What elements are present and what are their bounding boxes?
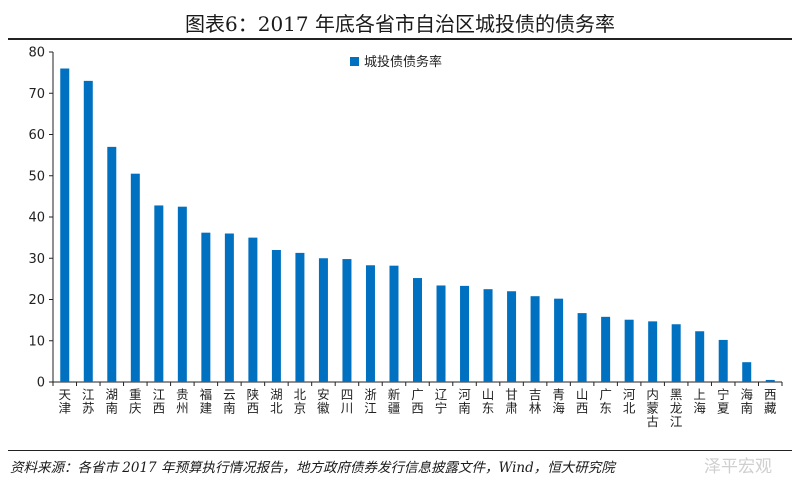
x-tick-label-新疆: 新疆 <box>388 387 401 416</box>
bar-广西 <box>413 278 422 382</box>
bar-河北 <box>624 319 634 382</box>
x-tick-label-辽宁: 辽宁 <box>435 387 448 416</box>
legend-label: 城投债债务率 <box>364 54 442 70</box>
y-tick-label: 0 <box>37 376 45 391</box>
x-tick-label-山东: 山东 <box>482 387 495 416</box>
bar-贵州 <box>177 206 187 382</box>
x-tick-label-福建: 福建 <box>200 387 213 416</box>
bar-江苏 <box>83 80 93 382</box>
x-tick-label-内蒙古: 内蒙古 <box>646 387 659 429</box>
chart-title: 图表6：2017 年底各省市自治区城投债的债务率 <box>185 12 615 36</box>
bar-湖北 <box>271 250 281 382</box>
y-tick-label: 10 <box>28 334 45 349</box>
x-tick-label-吉林: 吉林 <box>529 387 542 416</box>
x-tick-label-江西: 江西 <box>153 387 166 416</box>
x-tick-label-湖北: 湖北 <box>270 387 283 416</box>
x-tick-label-重庆: 重庆 <box>129 387 142 416</box>
x-tick-label-浙江: 浙江 <box>364 387 377 416</box>
bar-宁夏 <box>718 339 728 382</box>
x-tick-label-天津: 天津 <box>59 387 72 416</box>
source-note: 资料来源：各省市 2017 年预算执行情况报告，地方政府债券发行信息披露文件，W… <box>10 460 615 476</box>
x-tick-label-江苏: 江苏 <box>82 387 95 416</box>
x-tick-label-四川: 四川 <box>341 387 354 416</box>
bar-辽宁 <box>436 285 446 382</box>
x-tick-label-山西: 山西 <box>576 387 589 416</box>
bar-安徽 <box>318 258 328 382</box>
x-tick-label-广东: 广东 <box>599 387 612 416</box>
y-tick-label: 20 <box>28 293 45 308</box>
x-tick-label-黑龙江: 黑龙江 <box>670 387 683 429</box>
bar-新疆 <box>389 265 399 382</box>
x-tick-label-河南: 河南 <box>458 387 471 416</box>
x-tick-label-北京: 北京 <box>294 387 307 416</box>
bar-云南 <box>224 233 234 382</box>
footer-divider <box>8 450 792 451</box>
bar-四川 <box>342 259 352 382</box>
y-tick-label: 80 <box>28 46 45 61</box>
bar-天津 <box>60 68 70 382</box>
bar-北京 <box>295 252 305 382</box>
bar-浙江 <box>365 265 375 382</box>
x-tick-label-云南: 云南 <box>223 387 236 416</box>
bar-海南 <box>742 362 752 382</box>
bar-湖南 <box>107 146 117 382</box>
bar-河南 <box>460 285 470 382</box>
watermark-logo: 泽平宏观 <box>704 457 772 477</box>
bar-甘肃 <box>507 291 517 382</box>
bar-chart: 0 10 20 30 40 50 60 70 80 天津江苏湖南重庆江西贵州福建云南陕西湖北北京安… <box>28 46 783 429</box>
bar-西藏 <box>765 379 775 382</box>
y-tick-label: 30 <box>28 252 45 267</box>
y-tick-label: 70 <box>28 87 45 102</box>
bar-陕西 <box>248 237 258 382</box>
x-tick-label-海南: 海南 <box>740 387 753 416</box>
bar-广东 <box>601 316 611 382</box>
title-divider <box>8 38 792 40</box>
x-tick-label-青海: 青海 <box>552 387 565 416</box>
x-tick-label-上海: 上海 <box>693 387 706 416</box>
x-tick-label-宁夏: 宁夏 <box>717 387 730 416</box>
x-tick-label-甘肃: 甘肃 <box>505 387 518 416</box>
legend-swatch <box>350 57 359 66</box>
x-tick-label-河北: 河北 <box>623 387 636 416</box>
bar-山西 <box>577 313 587 382</box>
x-tick-label-陕西: 陕西 <box>247 387 260 416</box>
x-tick-label-西藏: 西藏 <box>764 387 777 416</box>
y-tick-label: 40 <box>28 211 45 226</box>
bar-吉林 <box>530 296 540 382</box>
x-tick-label-安徽: 安徽 <box>317 387 330 416</box>
bar-山东 <box>483 289 493 382</box>
bar-黑龙江 <box>671 324 681 382</box>
y-tick-label: 50 <box>28 169 45 184</box>
x-tick-label-广西: 广西 <box>411 387 424 416</box>
bar-内蒙古 <box>648 321 658 382</box>
bar-江西 <box>154 205 164 382</box>
bar-重庆 <box>130 173 140 382</box>
bar-青海 <box>554 298 564 382</box>
x-tick-label-贵州: 贵州 <box>176 387 189 416</box>
bar-福建 <box>201 232 211 382</box>
y-tick-label: 60 <box>28 128 45 143</box>
bar-上海 <box>695 331 705 382</box>
x-tick-label-湖南: 湖南 <box>106 387 119 416</box>
